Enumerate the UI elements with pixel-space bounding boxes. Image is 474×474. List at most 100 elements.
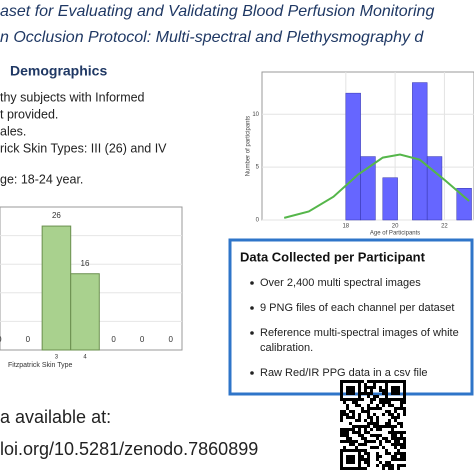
qr-cell bbox=[400, 452, 403, 455]
qr-cell bbox=[340, 410, 343, 413]
bullet-text: Reference multi-spectral images of white bbox=[260, 327, 459, 339]
qr-cell bbox=[361, 407, 364, 410]
qr-cell bbox=[391, 398, 394, 401]
bar bbox=[412, 82, 428, 221]
qr-cell bbox=[376, 458, 379, 461]
qr-cell bbox=[349, 389, 352, 392]
bullet-text: Over 2,400 multi spectral images bbox=[260, 277, 421, 289]
qr-cell bbox=[385, 464, 388, 467]
qr-cell bbox=[346, 458, 349, 461]
qr-cell bbox=[400, 458, 403, 461]
x-tick-label: 18 bbox=[342, 224, 349, 230]
qr-cell bbox=[370, 446, 373, 449]
qr-cell bbox=[346, 428, 349, 431]
data-label: 16 bbox=[81, 259, 90, 268]
qr-cell bbox=[367, 461, 370, 464]
qr-cell bbox=[388, 380, 391, 383]
qr-cell bbox=[367, 464, 370, 467]
qr-cell bbox=[364, 428, 367, 431]
qr-cell bbox=[391, 434, 394, 437]
qr-cell bbox=[343, 398, 346, 401]
qr-cell bbox=[385, 461, 388, 464]
qr-cell bbox=[367, 380, 370, 383]
qr-cell bbox=[388, 401, 391, 404]
qr-cell bbox=[349, 449, 352, 452]
qr-cell bbox=[358, 380, 361, 383]
bar bbox=[456, 188, 472, 221]
y-tick-label: 5 bbox=[256, 165, 260, 171]
qr-cell bbox=[349, 422, 352, 425]
qr-cell bbox=[340, 458, 343, 461]
x-tick-label: 22 bbox=[441, 224, 448, 230]
qr-cell bbox=[403, 413, 406, 416]
qr-cell bbox=[397, 437, 400, 440]
qr-cell bbox=[358, 383, 361, 386]
qr-cell bbox=[397, 389, 400, 392]
qr-cell bbox=[343, 428, 346, 431]
qr-cell bbox=[379, 398, 382, 401]
qr-cell bbox=[391, 464, 394, 467]
qr-cell bbox=[403, 458, 406, 461]
qr-cell bbox=[385, 389, 388, 392]
qr-cell bbox=[400, 380, 403, 383]
qr-cell bbox=[352, 380, 355, 383]
qr-cell bbox=[352, 416, 355, 419]
qr-cell bbox=[346, 398, 349, 401]
qr-cell bbox=[346, 404, 349, 407]
qr-cell bbox=[397, 458, 400, 461]
qr-cell bbox=[394, 455, 397, 458]
qr-cell bbox=[373, 446, 376, 449]
qr-cell bbox=[382, 392, 385, 395]
qr-cell bbox=[361, 410, 364, 413]
qr-cell bbox=[403, 407, 406, 410]
qr-cell bbox=[394, 452, 397, 455]
qr-cell bbox=[391, 467, 394, 470]
qr-cell bbox=[340, 467, 343, 470]
qr-cell bbox=[373, 386, 376, 389]
bar bbox=[345, 92, 361, 221]
qr-cell bbox=[397, 452, 400, 455]
qr-cell bbox=[394, 458, 397, 461]
qr-cell bbox=[352, 461, 355, 464]
qr-cell bbox=[391, 455, 394, 458]
qr-cell bbox=[385, 395, 388, 398]
qr-cell bbox=[346, 455, 349, 458]
qr-cell bbox=[358, 464, 361, 467]
bar bbox=[382, 177, 398, 221]
qr-cell bbox=[346, 413, 349, 416]
qr-cell bbox=[367, 407, 370, 410]
qr-cell bbox=[358, 431, 361, 434]
qr-cell bbox=[397, 398, 400, 401]
qr-cell bbox=[361, 398, 364, 401]
qr-cell bbox=[382, 380, 385, 383]
qr-cell bbox=[373, 440, 376, 443]
qr-cell bbox=[361, 443, 364, 446]
qr-cell bbox=[403, 392, 406, 395]
qr-cell bbox=[370, 440, 373, 443]
qr-cell bbox=[367, 410, 370, 413]
fit-curve bbox=[283, 153, 470, 219]
qr-cell bbox=[403, 389, 406, 392]
qr-cell bbox=[361, 467, 364, 470]
qr-cell bbox=[361, 380, 364, 383]
qr-cell bbox=[349, 461, 352, 464]
qr-cell bbox=[397, 416, 400, 419]
qr-cell bbox=[358, 395, 361, 398]
qr-cell bbox=[358, 419, 361, 422]
bullet-text: Raw Red/IR PPG data in a csv file bbox=[260, 367, 428, 379]
qr-cell bbox=[370, 392, 373, 395]
qr-cell bbox=[400, 422, 403, 425]
qr-cell bbox=[385, 392, 388, 395]
qr-cell bbox=[367, 452, 370, 455]
qr-cell bbox=[397, 467, 400, 470]
qr-cell bbox=[385, 383, 388, 386]
qr-cell bbox=[343, 431, 346, 434]
qr-cell bbox=[346, 437, 349, 440]
qr-cell bbox=[385, 452, 388, 455]
qr-cell bbox=[388, 461, 391, 464]
qr-cell bbox=[349, 398, 352, 401]
qr-cell bbox=[403, 398, 406, 401]
qr-cell bbox=[352, 431, 355, 434]
qr-cell bbox=[397, 431, 400, 434]
qr-cell bbox=[370, 434, 373, 437]
